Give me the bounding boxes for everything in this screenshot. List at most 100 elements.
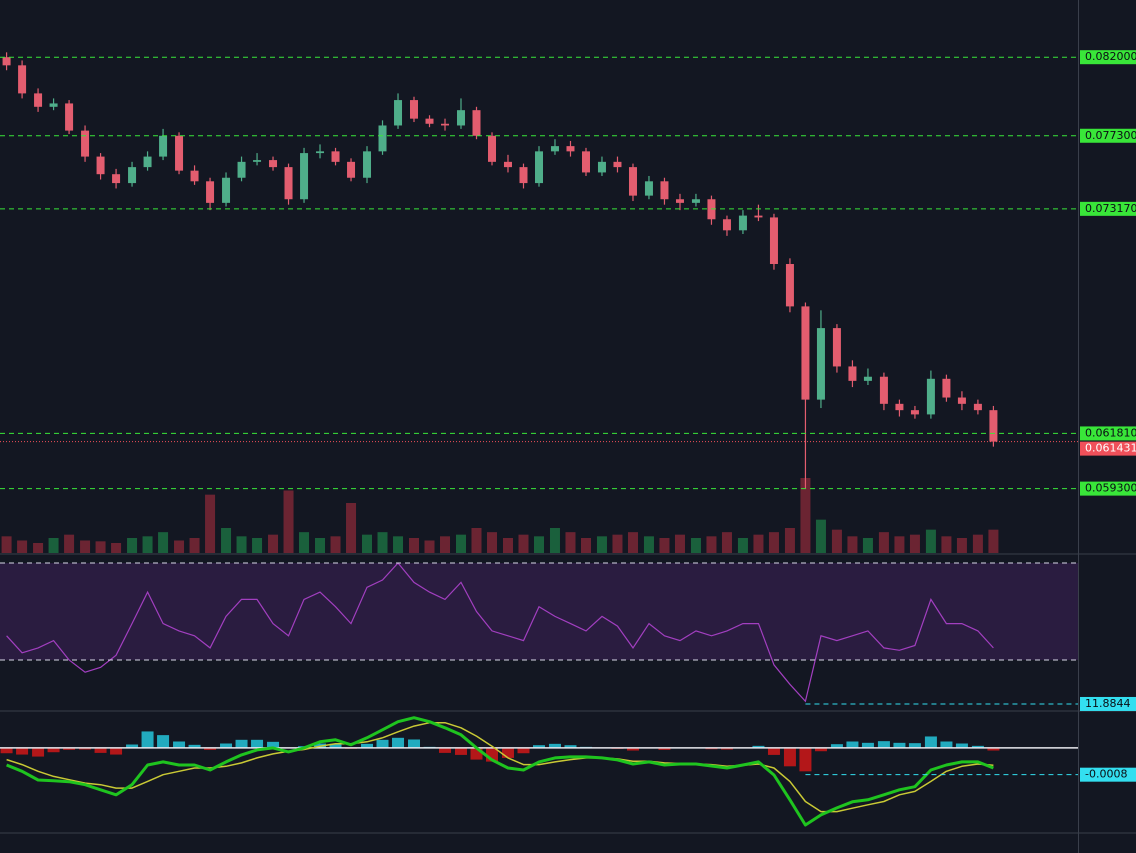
volume-bar — [627, 532, 638, 553]
volume-bar — [205, 494, 216, 553]
candle-body — [675, 199, 684, 203]
histogram-bar — [141, 731, 154, 748]
last-price-label: 0.061431 — [1085, 442, 1136, 455]
candle-body — [49, 103, 58, 107]
histogram-bar — [63, 747, 76, 750]
volume-bar — [941, 536, 952, 553]
histogram-bar — [79, 747, 92, 750]
candle-body — [331, 151, 340, 162]
histogram-bar — [517, 747, 530, 754]
volume-bar — [534, 536, 544, 553]
histogram-bar — [626, 747, 639, 751]
volume-bar — [1, 536, 12, 553]
candle-body — [581, 151, 590, 173]
volume-bar — [283, 490, 294, 553]
candle-body — [175, 135, 184, 171]
macd-line — [6, 716, 994, 827]
volume-bar — [878, 532, 889, 553]
histogram-bar — [814, 747, 827, 752]
histogram-bar — [267, 741, 280, 748]
volume-bar — [48, 538, 59, 553]
marker-label: -0.0008 — [1085, 768, 1127, 781]
candle-body — [566, 146, 575, 152]
candle-body — [519, 167, 528, 184]
candle-body — [926, 378, 935, 415]
histogram-bar — [251, 739, 264, 748]
candle-body — [316, 151, 325, 154]
volume-bar — [424, 540, 435, 553]
histogram-bar — [235, 739, 248, 748]
candle-body — [206, 181, 215, 203]
volume-bar — [612, 534, 623, 553]
level-label-box — [1080, 50, 1136, 65]
level-label-box — [1080, 128, 1136, 143]
histogram-bar — [720, 747, 733, 750]
histogram-bar — [752, 745, 765, 748]
candle-body — [253, 160, 262, 162]
volume-bar — [847, 536, 858, 553]
grid — [0, 563, 1078, 661]
volume-bar — [315, 538, 326, 553]
histogram-bar — [767, 747, 780, 755]
candle-body — [691, 199, 700, 203]
volume-bar — [409, 538, 420, 553]
axis-labels: 0.082000 0.077300 0.073170 0.061810 0.059300… — [1080, 50, 1136, 782]
volume-bar — [768, 532, 779, 553]
volume-bar — [17, 540, 28, 553]
candle-body — [660, 181, 669, 200]
histogram-bar — [204, 747, 217, 750]
volume-bar — [502, 538, 513, 553]
candle-body — [801, 306, 810, 400]
volume-bar — [518, 534, 529, 553]
histogram-bar — [32, 747, 45, 757]
level-label: 0.059300 — [1085, 482, 1136, 495]
histogram-bar — [361, 743, 374, 748]
volume-bar — [815, 519, 826, 553]
volume-bar — [721, 532, 732, 553]
volume-bar — [221, 528, 232, 553]
volume-bar — [580, 538, 591, 553]
volume-bar — [299, 532, 310, 553]
overlays — [0, 56, 1078, 776]
candle-body — [910, 410, 919, 415]
histogram-bar — [408, 739, 421, 748]
candle-body — [879, 376, 888, 404]
volume-bar — [972, 534, 983, 553]
candle-body — [895, 403, 904, 411]
histogram-bar — [110, 747, 123, 755]
volume-bar — [643, 536, 654, 553]
candle-body — [832, 328, 841, 367]
candle-body — [394, 100, 403, 126]
histogram-bar — [846, 741, 859, 748]
candle-body — [754, 215, 763, 218]
volume-bar — [33, 543, 44, 553]
histogram-bar — [470, 747, 483, 760]
candle-body — [143, 156, 152, 168]
rsi-line — [6, 562, 994, 703]
volume-bar — [393, 536, 404, 553]
volume-bar — [862, 538, 873, 553]
candle-body — [628, 167, 637, 196]
candle-body — [363, 151, 372, 178]
histogram-bar — [0, 747, 13, 754]
volume-bar — [252, 538, 263, 553]
candle-body — [613, 161, 622, 168]
histogram-bar — [16, 747, 29, 755]
volume-bar — [268, 534, 279, 553]
volume-bar — [800, 478, 811, 553]
level-label: 0.073170 — [1085, 202, 1136, 215]
candle-body — [65, 103, 74, 131]
volume-bar — [487, 532, 498, 553]
candle-body — [269, 160, 278, 168]
volume-bar — [236, 536, 247, 553]
volume-bar — [346, 503, 357, 553]
histogram-bar — [783, 747, 796, 767]
volume-bar — [831, 529, 842, 553]
candle-body — [410, 100, 419, 119]
candle-body — [973, 403, 982, 411]
histogram-bar — [47, 747, 60, 753]
candle-body — [34, 93, 43, 107]
candle-body — [81, 130, 90, 157]
histogram-bar — [658, 747, 671, 750]
